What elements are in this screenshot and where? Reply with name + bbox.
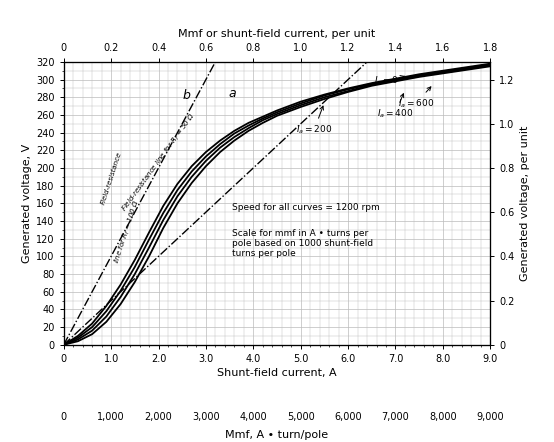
X-axis label: Mmf or shunt-field current, per unit: Mmf or shunt-field current, per unit bbox=[178, 29, 376, 39]
Text: Mmf, A • turn/pole: Mmf, A • turn/pole bbox=[225, 430, 329, 440]
Text: Speed for all curves = 1200 rpm: Speed for all curves = 1200 rpm bbox=[232, 203, 379, 213]
Text: $I_a = 200$: $I_a = 200$ bbox=[296, 106, 332, 136]
Text: a: a bbox=[228, 87, 236, 100]
Text: $I_a = 400$: $I_a = 400$ bbox=[377, 94, 413, 120]
Y-axis label: Generated voltage, per unit: Generated voltage, per unit bbox=[520, 126, 530, 281]
Text: Field-resistance: Field-resistance bbox=[100, 151, 122, 205]
Text: b: b bbox=[183, 89, 191, 102]
Text: line for $R_f$ = 100 Ω: line for $R_f$ = 100 Ω bbox=[112, 198, 143, 265]
Text: Scale for mmf in A • turns per
pole based on 1000 shunt-field
turns per pole: Scale for mmf in A • turns per pole base… bbox=[232, 229, 373, 259]
Text: $I_a = 600$: $I_a = 600$ bbox=[398, 87, 434, 110]
Y-axis label: Generated voltage, V: Generated voltage, V bbox=[22, 144, 32, 263]
X-axis label: Shunt-field current, A: Shunt-field current, A bbox=[217, 368, 337, 378]
Text: Field-resistance line for $R_f$ = 50 Ω: Field-resistance line for $R_f$ = 50 Ω bbox=[119, 110, 198, 214]
Text: $I_a = 0$: $I_a = 0$ bbox=[374, 75, 404, 88]
